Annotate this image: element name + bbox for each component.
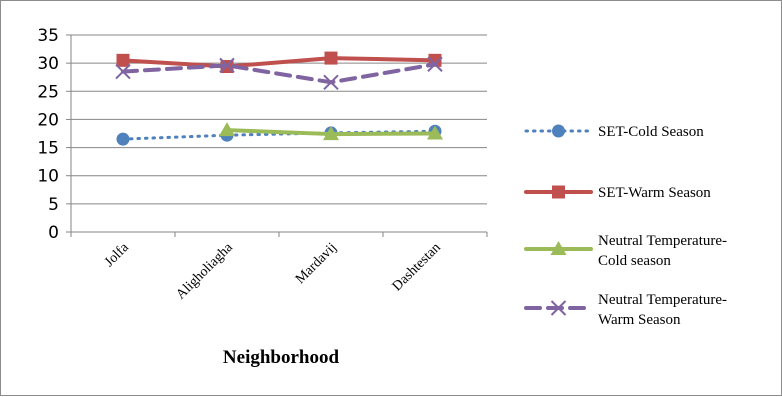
legend-marker (550, 300, 567, 316)
legend-marker (552, 124, 565, 138)
y-tick-label: 35 (37, 26, 59, 46)
y-tick-label: 5 (48, 195, 59, 215)
y-tick-label: 25 (37, 82, 59, 102)
legend-label: SET-Warm Season (598, 185, 711, 201)
data-point-series-4 (115, 63, 131, 80)
data-point-series-3 (219, 122, 235, 137)
y-tick-label: 30 (37, 54, 59, 74)
x-tick-label: Dashtestan (390, 240, 444, 294)
y-tick-label: 0 (48, 223, 59, 243)
data-point-series-2 (116, 53, 130, 67)
x-tick-label: Mardavij (293, 240, 340, 287)
legend-label: SET-Cold Season (598, 124, 704, 140)
legend-marker (550, 241, 567, 255)
legend-item-4: Neutral Temperature-Warm Season (524, 292, 727, 328)
y-tick-label: 20 (37, 110, 59, 130)
legend-item-3: Neutral Temperature-Cold season (524, 233, 727, 269)
legend-label: Neutral Temperature-Warm Season (598, 292, 727, 328)
x-tick-label: Aligholiagha (174, 240, 237, 303)
data-point-series-4 (219, 57, 235, 74)
legend-label: Neutral Temperature-Cold season (598, 233, 727, 269)
y-tick-label: 15 (37, 139, 59, 159)
data-point-series-3 (427, 125, 443, 140)
legend-marker (552, 185, 565, 199)
legend-item-1: SET-Cold Season (524, 124, 704, 140)
data-point-series-4 (323, 74, 339, 90)
data-point-series-4 (427, 56, 443, 72)
data-point-series-1 (116, 132, 130, 146)
x-tick-label: Jolfa (102, 240, 132, 270)
data-point-series-2 (324, 51, 338, 65)
legend-item-2: SET-Warm Season (524, 185, 711, 201)
series-line-4 (121, 62, 437, 85)
x-axis-title: Neighborhood (223, 347, 340, 368)
y-tick-label: 10 (37, 167, 59, 187)
data-point-series-3 (323, 126, 339, 141)
series-line-2 (121, 56, 437, 69)
